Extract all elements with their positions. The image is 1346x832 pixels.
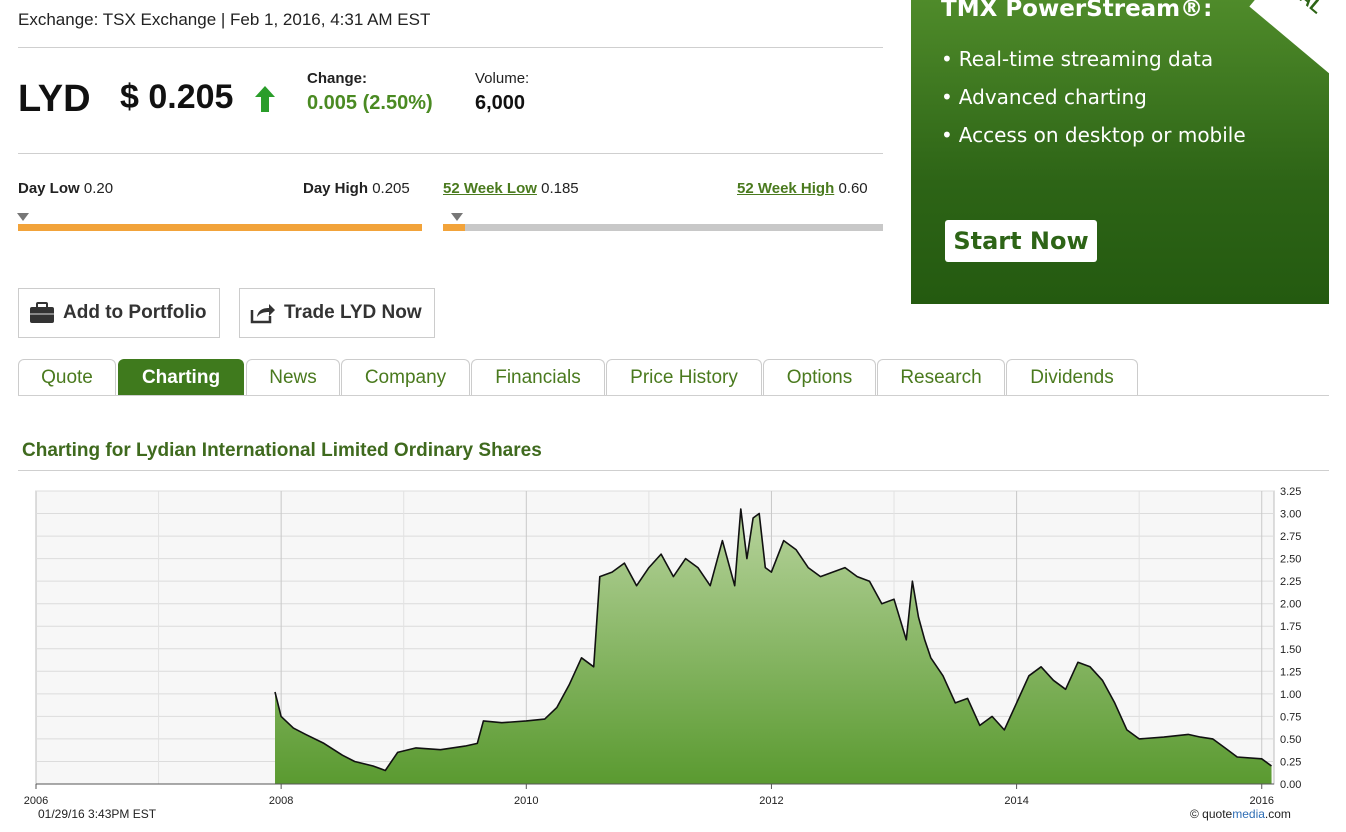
add-to-portfolio-label: Add to Portfolio (63, 302, 207, 323)
y-tick-label: 1.75 (1280, 621, 1301, 633)
tab-company[interactable]: Company (341, 359, 470, 395)
x-tick-label: 2016 (1250, 795, 1274, 807)
trade-now-label: Trade LYD Now (284, 302, 422, 323)
week52-low-value: 0.185 (541, 180, 579, 197)
ad-feature: Advanced charting (941, 84, 1246, 122)
copyright-suffix: .com (1264, 807, 1291, 821)
ad-title: TMX PowerStream®: (941, 0, 1213, 22)
quotemedia-copyright: © quotemedia.com (1190, 807, 1291, 821)
tab-quote[interactable]: Quote (18, 359, 116, 395)
y-tick-label: 2.25 (1280, 576, 1301, 588)
price-area (275, 509, 1272, 784)
tab-financials[interactable]: Financials (471, 359, 605, 395)
section-divider (18, 470, 1329, 471)
day-high: Day High 0.205 (303, 180, 410, 197)
y-tick-label: 1.00 (1280, 689, 1301, 701)
start-now-button[interactable]: Start Now (945, 220, 1097, 262)
change-label: Change: (307, 70, 367, 87)
week52-low: 52 Week Low 0.185 (443, 180, 579, 197)
x-tick-label: 2008 (269, 795, 293, 807)
volume-label: Volume: (475, 70, 530, 87)
tab-research[interactable]: Research (877, 359, 1005, 395)
x-tick-label: 2006 (24, 795, 48, 807)
ad-feature-list: Real-time streaming data Advanced charti… (941, 46, 1246, 160)
price-chart[interactable]: 3.25 3.00 2.75 2.50 2.25 2.00 1.75 1.50 1.25 1.00… (0, 480, 1346, 810)
briefcase-icon (30, 302, 54, 323)
arrow-up-icon (255, 86, 275, 112)
day-low-label: Day Low (18, 180, 80, 197)
week52-low-link[interactable]: 52 Week Low (443, 180, 537, 197)
copyright-prefix: © quote (1190, 807, 1233, 821)
y-tick-label: 0.25 (1280, 756, 1301, 768)
ad-feature: Access on desktop or mobile (941, 122, 1246, 160)
day-low: Day Low 0.20 (18, 180, 113, 197)
day-low-value: 0.20 (83, 180, 114, 197)
copyright-brand: media (1232, 807, 1265, 821)
day-range-bar (18, 224, 422, 231)
ad-feature: Real-time streaming data (941, 46, 1246, 84)
y-tick-label: 3.00 (1280, 509, 1301, 521)
y-tick-label: 1.25 (1280, 666, 1301, 678)
week52-high: 52 Week High 0.60 (737, 180, 868, 197)
tab-news[interactable]: News (246, 359, 340, 395)
day-range-marker-icon (17, 213, 29, 221)
section-title: Charting for Lydian International Limite… (22, 440, 542, 461)
add-to-portfolio-button[interactable]: Add to Portfolio (18, 288, 220, 338)
chart-timestamp: 01/29/16 3:43PM EST (38, 807, 157, 821)
y-tick-label: 1.50 (1280, 644, 1301, 656)
y-tick-label: 0.75 (1280, 711, 1301, 723)
divider-top (18, 47, 883, 48)
powerstream-ad[interactable]: TMX PowerStream®: Real-time streaming da… (911, 0, 1329, 304)
tab-charting[interactable]: Charting (118, 359, 244, 395)
last-price: $ 0.205 (120, 78, 234, 116)
week52-high-link[interactable]: 52 Week High (737, 180, 835, 197)
divider-middle (18, 153, 883, 154)
y-tick-label: 0.00 (1280, 779, 1301, 791)
ticker-symbol: LYD (18, 78, 91, 120)
trade-now-button[interactable]: Trade LYD Now (239, 288, 435, 338)
y-tick-label: 3.25 (1280, 486, 1301, 498)
y-tick-label: 0.50 (1280, 734, 1301, 746)
share-icon (250, 304, 275, 324)
price-line (274, 508, 1272, 772)
volume-value: 6,000 (475, 92, 526, 114)
tab-options[interactable]: Options (763, 359, 876, 395)
week52-range-fill (443, 224, 465, 231)
exchange-line: Exchange: TSX Exchange | Feb 1, 2016, 4:… (18, 10, 431, 29)
y-tick-label: 2.00 (1280, 599, 1301, 611)
week52-high-value: 0.60 (838, 180, 868, 197)
tab-price-history[interactable]: Price History (606, 359, 762, 395)
y-tick-label: 2.50 (1280, 554, 1301, 566)
x-tick-label: 2014 (1004, 795, 1028, 807)
y-tick-label: 2.75 (1280, 531, 1301, 543)
day-high-value: 0.205 (372, 180, 410, 197)
change-value: 0.005 (2.50%) (307, 92, 433, 114)
day-high-label: Day High (303, 180, 369, 197)
week52-range-marker-icon (451, 213, 463, 221)
tab-underline (18, 395, 1329, 396)
week52-range-track (443, 224, 883, 231)
x-tick-label: 2010 (514, 795, 538, 807)
x-tick-label: 2012 (759, 795, 783, 807)
tab-dividends[interactable]: Dividends (1006, 359, 1138, 395)
